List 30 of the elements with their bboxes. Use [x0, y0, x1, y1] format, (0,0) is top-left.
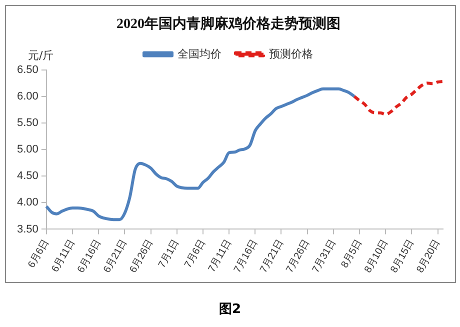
y-tick-label: 5.00: [16, 144, 38, 156]
x-tick-label: 6月16日: [76, 238, 104, 275]
x-tick-label: 8月5日: [339, 238, 364, 270]
x-tick-label: 8月20日: [414, 238, 443, 275]
x-tick-label: 7月21日: [258, 238, 286, 275]
y-tick-label: 6.50: [16, 64, 38, 76]
y-tick-label: 6.00: [16, 90, 38, 102]
line-series: [352, 80, 444, 116]
y-tick-label: 4.00: [16, 196, 38, 209]
x-tick-label: 6月21日: [102, 238, 130, 275]
x-tick-label: 7月1日: [156, 238, 182, 270]
legend-label: 预测价格: [269, 48, 313, 60]
chart-title: 2020年国内青脚麻鸡价格走势预测图: [116, 15, 340, 32]
y-tick-label: 4.50: [16, 170, 38, 182]
legend-label: 全国均价: [178, 48, 222, 60]
x-tick-label: 6月6日: [26, 238, 52, 270]
x-tick-label: 7月6日: [182, 238, 208, 270]
y-axis-title: 元/斤: [28, 49, 54, 62]
x-tick-label: 6月11日: [50, 238, 78, 274]
x-tick-label: 6月26日: [128, 238, 156, 275]
x-tick-label: 8月10日: [362, 238, 391, 275]
y-tick-label: 5.50: [16, 116, 38, 129]
x-tick-label: 7月31日: [310, 238, 338, 275]
caption: 图2: [218, 301, 242, 318]
x-tick-label: 7月16日: [232, 238, 260, 275]
x-tick-label: 7月11日: [206, 238, 234, 274]
x-tick-label: 7月26日: [284, 238, 312, 275]
line-series: [44, 87, 356, 222]
y-tick-label: 3.50: [16, 223, 38, 236]
x-tick-label: 8月15日: [388, 238, 417, 275]
